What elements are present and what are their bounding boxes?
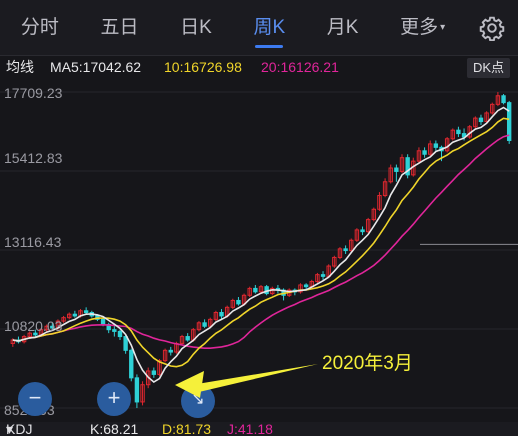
candle-body <box>236 299 241 305</box>
settings-button[interactable] <box>466 0 518 56</box>
candle-body <box>298 284 303 293</box>
candle-body <box>27 332 32 338</box>
candle-body <box>354 229 360 241</box>
ma5-line <box>12 106 510 383</box>
candle-body <box>230 299 235 308</box>
candle-body <box>360 229 365 233</box>
candle-body <box>371 208 377 221</box>
ma10-value: 10:16726.98 <box>164 59 242 75</box>
price-axis-label: 15412.83 <box>4 150 63 166</box>
kdj-indicator-bar: KDJ ▾ K:68.21 D:81.73 J:41.18 <box>0 422 518 436</box>
candle-body <box>315 274 320 283</box>
candle-body <box>33 332 38 336</box>
candle-body <box>349 239 354 252</box>
candle-body <box>213 311 219 320</box>
candle-body <box>61 317 66 322</box>
candle-body <box>320 274 326 277</box>
candle-body <box>50 325 55 329</box>
candle-body <box>219 311 224 317</box>
candle-body <box>303 284 309 288</box>
kdj-d-value: D:81.73 <box>162 422 212 436</box>
candle-body <box>168 349 173 353</box>
ma10-line <box>12 117 510 368</box>
tab-more[interactable]: 更多 ▾ <box>379 0 466 56</box>
tab-monthly-k[interactable]: 月K <box>326 16 359 38</box>
candle-body <box>112 329 117 332</box>
candle-body <box>140 384 145 403</box>
candle-body <box>365 219 371 233</box>
candle-body <box>185 336 190 341</box>
price-axis-label: 17709.23 <box>4 85 63 101</box>
candle-body <box>83 310 89 313</box>
chevron-down-icon: ▾ <box>440 21 446 33</box>
ma5-value: MA5:17042.62 <box>50 59 142 75</box>
candle-body <box>478 117 484 123</box>
candle-body <box>388 167 393 183</box>
candle-body <box>151 370 157 375</box>
candle-body <box>490 103 495 114</box>
tab-more-label: 更多 <box>400 16 439 38</box>
price-axis-label: 10820.03 <box>4 318 63 334</box>
candle-body <box>129 349 134 379</box>
candle-body <box>422 150 427 155</box>
candle-body <box>456 129 461 135</box>
kdj-name: KDJ <box>6 422 33 436</box>
candle-body <box>179 336 185 344</box>
candle-body <box>196 322 202 331</box>
candlestick-chart[interactable] <box>0 78 518 422</box>
candle-body <box>484 112 489 123</box>
kdj-k-value: K:68.21 <box>90 422 139 436</box>
ma20-line <box>12 134 510 350</box>
ma-label: 均线 <box>6 59 34 75</box>
period-tabs: 分时 五日 日K 周K 月K 更多 ▾ <box>0 0 518 56</box>
zoom-in-button[interactable]: + <box>97 382 131 416</box>
candle-body <box>44 325 49 331</box>
candle-body <box>394 167 399 172</box>
candle-body <box>247 287 252 296</box>
tab-daily-k[interactable]: 日K <box>180 16 212 38</box>
candle-body <box>332 256 337 267</box>
annotation-label: 2020年3月 <box>322 353 413 374</box>
candle-body <box>157 360 162 375</box>
chevron-down-icon: ▾ <box>6 422 14 436</box>
price-axis-label: 13116.43 <box>4 234 62 250</box>
candle-body <box>428 143 433 155</box>
candle-body <box>433 143 439 148</box>
candle-body <box>123 336 128 351</box>
candle-body <box>162 349 168 362</box>
ma20-value: 20:16126.21 <box>261 59 339 75</box>
tab-weekly-k[interactable]: 周K <box>233 0 306 56</box>
candle-body <box>337 248 343 258</box>
zoom-out-button[interactable]: − <box>18 382 52 416</box>
candle-body <box>72 313 78 317</box>
dk-point-button[interactable]: DK点 <box>466 58 510 78</box>
tab-intraday[interactable]: 分时 <box>20 16 59 38</box>
candle-body <box>450 129 455 140</box>
candle-body <box>495 95 501 105</box>
candle-body <box>506 102 512 141</box>
candle-body <box>405 157 410 176</box>
candle-body <box>202 322 207 327</box>
candle-body <box>416 150 422 162</box>
candle-body <box>473 117 478 128</box>
tab-five-day[interactable]: 五日 <box>100 16 139 38</box>
candle-body <box>399 157 405 172</box>
candle-body <box>134 377 140 403</box>
gear-icon <box>479 16 505 41</box>
kdj-j-value: J:41.18 <box>227 422 273 436</box>
candle-body <box>117 330 123 338</box>
candle-body <box>208 318 213 327</box>
moving-average-bar: 均线 MA5:17042.62 10:16726.98 20:16126.21 <box>0 56 518 78</box>
candle-body <box>258 286 264 293</box>
candle-body <box>501 95 506 104</box>
candle-body <box>377 195 382 210</box>
candle-body <box>253 287 258 293</box>
candle-body <box>382 181 388 197</box>
candle-body <box>67 313 72 319</box>
candle-body <box>343 248 348 252</box>
candle-body <box>461 133 467 138</box>
